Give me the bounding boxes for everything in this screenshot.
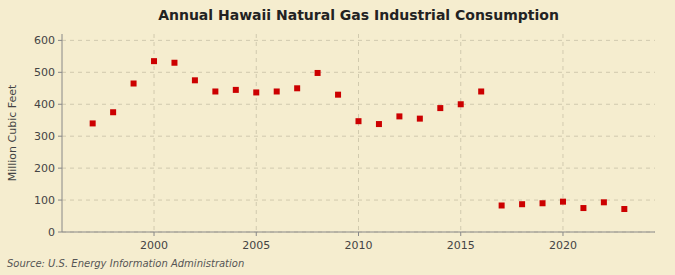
- point: [458, 101, 464, 107]
- x-tick-label: 2000: [140, 239, 168, 252]
- y-tick-label: 500: [34, 66, 55, 79]
- point: [233, 87, 239, 93]
- background: [0, 0, 675, 275]
- x-grid-line: [460, 34, 461, 232]
- point: [294, 85, 300, 91]
- point: [110, 109, 116, 115]
- point: [253, 89, 259, 95]
- x-grid-line: [358, 34, 359, 232]
- source-annotation: Source: U.S. Energy Information Administ…: [7, 258, 244, 269]
- y-tick-label: 200: [34, 162, 55, 175]
- point: [171, 60, 177, 66]
- y-grid-line: [62, 168, 655, 169]
- y-tick: [58, 104, 62, 105]
- y-axis-line: [62, 34, 63, 232]
- point: [315, 70, 321, 76]
- y-tick-label: 600: [34, 34, 55, 47]
- x-tick-label: 2020: [549, 239, 577, 252]
- point: [335, 92, 341, 98]
- y-axis-label: Million Cubic Feet: [6, 84, 19, 181]
- point: [621, 206, 627, 212]
- point: [417, 116, 423, 122]
- y-tick: [58, 200, 62, 201]
- x-tick: [460, 232, 461, 236]
- point: [499, 202, 505, 208]
- point: [274, 88, 280, 94]
- x-tick-label: 2010: [345, 239, 373, 252]
- x-tick-label: 2015: [447, 239, 475, 252]
- point: [356, 118, 362, 124]
- y-grid-line: [62, 104, 655, 105]
- point: [519, 201, 525, 207]
- points: [90, 58, 628, 212]
- y-tick-label: 300: [34, 130, 55, 143]
- point: [131, 81, 137, 87]
- y-grid-line: [62, 200, 655, 201]
- x-grid-line: [256, 34, 257, 232]
- point: [437, 105, 443, 111]
- y-tick: [58, 168, 62, 169]
- point: [396, 113, 402, 119]
- y-tick: [58, 232, 62, 233]
- title: Annual Hawaii Natural Gas Industrial Con…: [158, 7, 559, 23]
- y-tick: [58, 72, 62, 73]
- y-grid-line: [62, 40, 655, 41]
- y-tick: [58, 40, 62, 41]
- point: [478, 88, 484, 94]
- y-tick-label: 0: [48, 226, 55, 239]
- y-tick-label: 100: [34, 194, 55, 207]
- y-grid-line: [62, 136, 655, 137]
- x-axis-line: [62, 232, 655, 233]
- x-tick: [256, 232, 257, 236]
- y-tick: [58, 136, 62, 137]
- x-tick: [154, 232, 155, 236]
- point: [212, 88, 218, 94]
- point: [540, 200, 546, 206]
- point: [90, 120, 96, 126]
- y-grid-line: [62, 232, 655, 233]
- y-grid-line: [62, 72, 655, 73]
- point: [192, 77, 198, 83]
- point: [601, 199, 607, 205]
- y-tick-label: 400: [34, 98, 55, 111]
- axes: 0 100 200 300 400 500 600 2000 2005 2010 2015 2020: [34, 34, 655, 252]
- x-tick: [562, 232, 563, 236]
- grid: [62, 34, 655, 232]
- x-tick: [358, 232, 359, 236]
- chart: 0 100 200 300 400 500 600 2000 2005 2010 2015 2020 A…: [0, 0, 675, 275]
- point: [560, 199, 566, 205]
- point: [376, 121, 382, 127]
- point: [580, 205, 586, 211]
- point: [151, 58, 157, 64]
- x-tick-label: 2005: [242, 239, 270, 252]
